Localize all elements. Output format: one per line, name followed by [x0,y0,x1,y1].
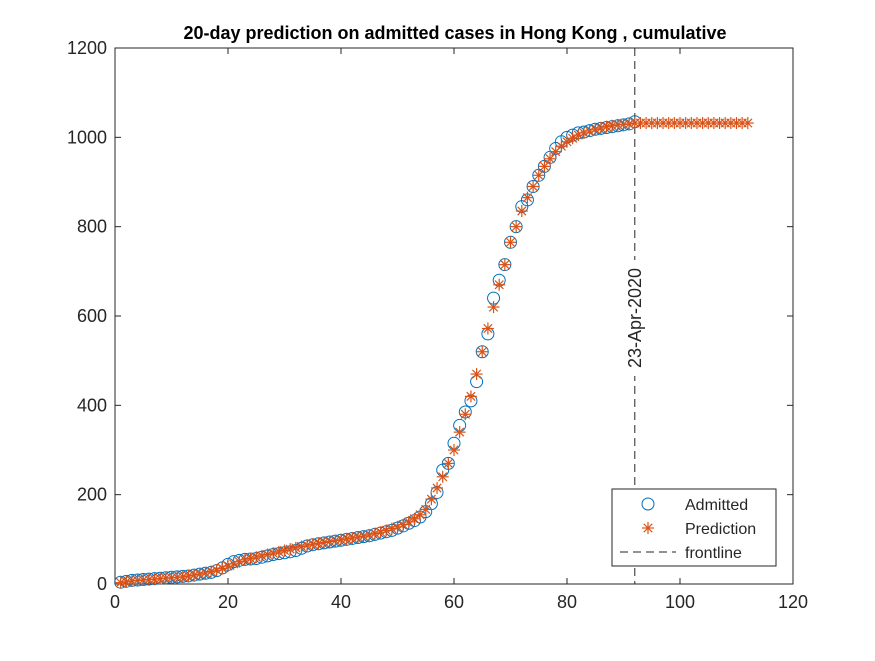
prediction-series [114,117,754,589]
prediction-point [267,547,280,560]
prediction-point [741,117,754,130]
prediction-point [515,205,528,218]
prediction-point [487,301,500,314]
prediction-point [448,444,460,456]
legend-prediction-marker [642,522,654,534]
prediction-point [199,566,212,579]
prediction-point [453,426,466,439]
chart-title: 20-day prediction on admitted cases in H… [183,23,726,43]
legend-asterisk [642,522,654,534]
legend-prediction-label: Prediction [685,521,756,538]
prediction-point [459,408,472,421]
prediction-point [544,152,557,165]
prediction-point [193,568,206,581]
frontline-label-gap [625,260,644,376]
prediction-point [464,390,477,403]
legend-frontline-label: frontline [685,545,742,562]
y-tick-label: 1000 [67,127,107,147]
x-tick-label: 120 [778,592,808,612]
prediction-point [442,457,455,470]
prediction-point [504,236,517,249]
x-tick-label: 60 [444,592,464,612]
prediction-point [527,180,540,193]
prediction-point [425,493,438,506]
y-axis: 0 200 400 600 800 1000 1200 [67,38,793,594]
legend: Admitted Prediction frontline [611,488,777,567]
x-tick-label: 100 [665,592,695,612]
prediction-point [555,140,568,153]
prediction-point [583,125,596,138]
x-tick-label: 20 [218,592,238,612]
prediction-point [431,481,444,494]
prediction-point [408,512,421,525]
prediction-point [498,258,511,271]
prediction-point [538,160,551,173]
prediction-point [521,191,534,204]
prediction-point [284,543,297,556]
prediction-point [120,575,133,588]
prediction-point [419,503,432,516]
prediction-point [476,345,489,358]
y-tick-label: 0 [97,574,107,594]
y-tick-label: 600 [77,306,107,326]
x-tick-label: 40 [331,592,351,612]
prediction-point [470,368,483,381]
prediction-point [385,522,398,535]
x-tick-label: 0 [110,592,120,612]
prediction-point [233,555,246,568]
prediction-point [436,470,449,483]
prediction-point [532,169,545,182]
prediction-point [493,278,506,291]
x-tick-label: 80 [557,592,577,612]
legend-admitted-label: Admitted [685,497,748,514]
prediction-point [357,530,370,543]
y-tick-label: 1200 [67,38,107,58]
legend-admitted-marker [641,497,655,511]
y-tick-label: 400 [77,395,107,415]
y-tick-label: 800 [77,217,107,237]
prediction-point [289,541,302,554]
prediction-point [481,322,494,335]
x-axis: 0 20 40 60 80 100 120 [110,48,808,612]
y-tick-label: 200 [77,485,107,505]
prediction-point [335,533,347,546]
frontline-date-label: 23-Apr-2020 [625,268,645,368]
prediction-point [510,220,523,233]
